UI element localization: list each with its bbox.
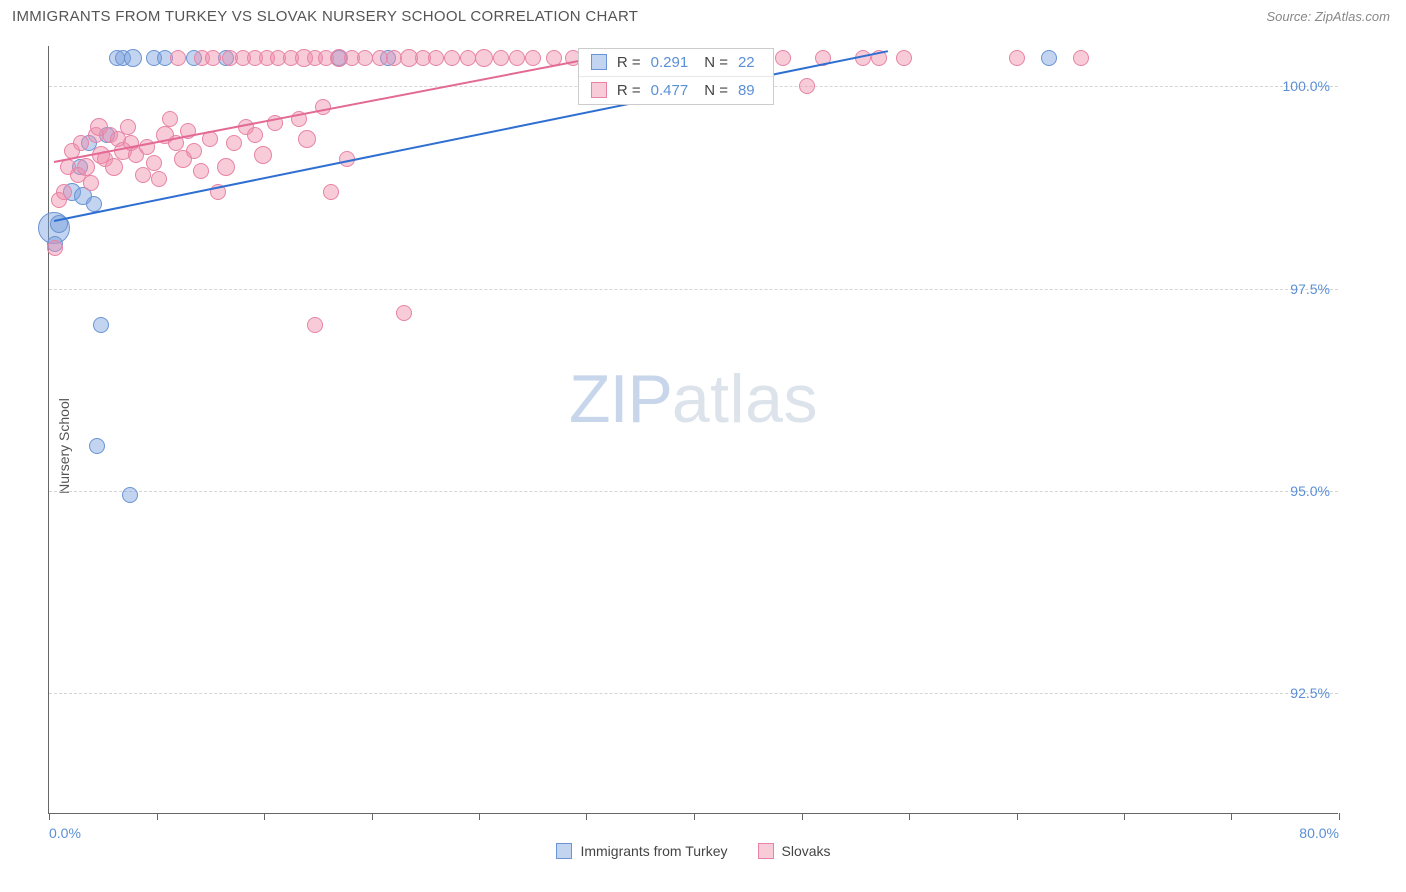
scatter-point [1009,50,1025,66]
watermark: ZIPatlas [569,360,818,438]
correlation-legend: R = 0.291 N = 22 R = 0.477 N = 89 [578,48,774,105]
series-legend: Immigrants from Turkey Slovaks [49,843,1338,859]
source-attribution: Source: ZipAtlas.com [1266,9,1390,24]
scatter-point [775,50,791,66]
scatter-point [509,50,525,66]
scatter-point [89,438,105,454]
scatter-point [493,50,509,66]
gridline [49,289,1338,290]
scatter-point [86,196,102,212]
legend-item: Slovaks [758,843,831,859]
x-tick-label: 0.0% [49,825,81,841]
scatter-point [105,158,123,176]
scatter-point [135,167,151,183]
scatter-point [1073,50,1089,66]
scatter-point [124,49,142,67]
r-label: R = [617,54,641,71]
legend-label: Slovaks [782,843,831,859]
scatter-point [247,127,263,143]
x-tick [1231,813,1232,820]
scatter-point [73,135,89,151]
x-tick [372,813,373,820]
scatter-point [93,317,109,333]
x-tick-label: 80.0% [1299,825,1339,841]
x-tick [157,813,158,820]
scatter-point [146,155,162,171]
legend-swatch [591,54,607,70]
scatter-point [799,78,815,94]
scatter-point [162,111,178,127]
n-value: 22 [738,54,755,71]
scatter-point [83,175,99,191]
y-tick-label: 95.0% [1290,483,1330,499]
scatter-point [151,171,167,187]
gridline [49,491,1338,492]
y-tick-label: 100.0% [1283,78,1330,94]
legend-swatch [556,843,572,859]
x-tick [909,813,910,820]
y-tick-label: 97.5% [1290,281,1330,297]
legend-label: Immigrants from Turkey [580,843,727,859]
scatter-point [186,143,202,159]
x-tick [694,813,695,820]
scatter-point [307,317,323,333]
scatter-point [56,184,72,200]
n-label: N = [704,82,728,99]
scatter-point [444,50,460,66]
x-tick [1339,813,1340,820]
scatter-point [396,305,412,321]
r-value: 0.291 [651,54,689,71]
y-tick-label: 92.5% [1290,685,1330,701]
scatter-point [1041,50,1057,66]
scatter-point [323,184,339,200]
chart-plot-area: ZIPatlas Immigrants from TurkeySlovaks 9… [48,46,1338,814]
scatter-point [205,50,221,66]
legend-swatch [591,82,607,98]
x-tick [49,813,50,820]
scatter-point [525,50,541,66]
scatter-point [77,158,95,176]
x-tick [802,813,803,820]
x-tick [479,813,480,820]
x-tick [1017,813,1018,820]
scatter-point [475,49,493,67]
n-label: N = [704,54,728,71]
scatter-point [120,119,136,135]
trend-line [54,50,630,163]
scatter-point [428,50,444,66]
gridline [49,693,1338,694]
x-tick [586,813,587,820]
legend-item: Immigrants from Turkey [556,843,727,859]
scatter-point [47,240,63,256]
chart-title: IMMIGRANTS FROM TURKEY VS SLOVAK NURSERY… [12,8,638,25]
scatter-point [460,50,476,66]
x-tick [264,813,265,820]
scatter-point [217,158,235,176]
scatter-point [896,50,912,66]
scatter-point [298,130,316,148]
r-label: R = [617,82,641,99]
scatter-point [254,146,272,164]
x-tick [1124,813,1125,820]
scatter-point [193,163,209,179]
scatter-point [170,50,186,66]
scatter-point [226,135,242,151]
r-value: 0.477 [651,82,689,99]
legend-swatch [758,843,774,859]
scatter-point [122,487,138,503]
n-value: 89 [738,82,755,99]
